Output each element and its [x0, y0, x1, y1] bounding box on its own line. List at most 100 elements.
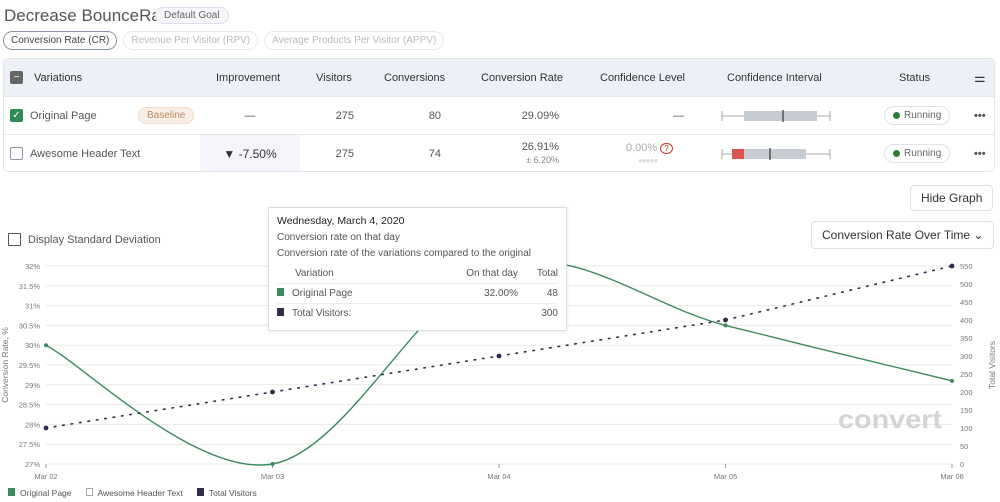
x-tick-label: Mar 02 [34, 472, 57, 481]
y2-axis-title: Total Visitors [987, 341, 997, 389]
legend-swatch-icon [196, 488, 204, 496]
chart-type-value: Conversion Rate Over Time [822, 228, 971, 242]
data-point [496, 353, 502, 359]
hide-graph-button[interactable]: Hide Graph [910, 185, 994, 211]
original-swatch-icon [277, 288, 284, 296]
col-conversions: Conversions [384, 71, 446, 84]
tab-revenue-per-visitor[interactable]: Revenue Per Visitor (RPV) [123, 31, 259, 50]
conversion-rate-margin: ± 6.20% [526, 154, 559, 165]
tooltip-date: Wednesday, March 4, 2020 [277, 215, 405, 227]
table-row: ✓ Original Page Baseline — 275 80 29.09% … [4, 96, 994, 134]
page-title: Decrease BounceRate [4, 6, 176, 25]
row-checkbox[interactable]: ✓ [10, 109, 23, 122]
baseline-badge: Baseline [138, 107, 195, 124]
variation-name: Awesome Header Text [30, 147, 141, 160]
legend-label: Original Page [20, 488, 72, 498]
confidence-interval-boxplot [721, 148, 831, 160]
data-point [949, 263, 955, 269]
y-tick-label: 30.5% [19, 321, 41, 330]
y-tick-label: 28.5% [19, 401, 41, 410]
table-header: − Variations Improvement Visitors Convers… [4, 59, 994, 96]
column-settings-icon[interactable]: ⚌ [974, 69, 986, 85]
y2-tick-label: 250 [960, 370, 973, 379]
y2-tick-label: 200 [960, 388, 973, 397]
visitors: 275 [335, 147, 354, 160]
conversion-rate: 29.09% [521, 109, 559, 122]
variations-table: − Variations Improvement Visitors Convers… [3, 58, 995, 172]
tooltip-col-total: Total [517, 264, 558, 284]
y2-tick-label: 100 [960, 424, 973, 433]
col-visitors: Visitors [316, 71, 352, 84]
col-confidence-level: Confidence Level [600, 71, 686, 84]
y2-tick-label: 50 [960, 442, 968, 451]
std-dev-toggle[interactable]: Display Standard Deviation [8, 233, 161, 246]
legend-total-visitors[interactable]: Total Visitors [196, 488, 257, 498]
table-row: Awesome Header Text ▼ -7.50% 275 74 26.9… [4, 134, 994, 171]
more-actions-button[interactable]: ••• [974, 109, 986, 122]
data-point [270, 389, 275, 395]
tab-conversion-rate[interactable]: Conversion Rate (CR) [3, 31, 118, 50]
std-dev-checkbox[interactable] [8, 233, 21, 246]
col-variations: Variations [34, 71, 83, 84]
y-tick-label: 27.5% [19, 440, 41, 449]
y-tick-label: 27% [25, 460, 40, 469]
y2-tick-label: 350 [960, 334, 973, 343]
y-tick-label: 31% [25, 302, 40, 311]
y2-tick-label: 450 [960, 298, 973, 307]
running-dot-icon [893, 112, 900, 119]
data-point [723, 323, 728, 328]
visitors: 275 [335, 109, 354, 122]
confidence-dots-icon: ●●●●● [638, 156, 658, 165]
confidence-interval-boxplot [721, 110, 831, 122]
y-tick-label: 31.5% [19, 282, 41, 291]
y2-tick-label: 150 [960, 406, 973, 415]
running-dot-icon [893, 150, 900, 157]
x-tick-label: Mar 03 [261, 472, 284, 481]
legend-swatch-icon [85, 488, 93, 496]
y2-tick-label: 500 [960, 280, 973, 289]
y-tick-label: 29% [25, 381, 40, 390]
chart-legend: Original Page Awesome Header Text Total … [8, 488, 257, 498]
help-icon[interactable]: ? [660, 143, 673, 154]
tooltip-col-variation: Variation [277, 264, 421, 284]
y-tick-label: 32% [25, 262, 40, 271]
tab-average-products-per-visitor[interactable]: Average Products Per Visitor (APPV) [264, 31, 445, 50]
chevron-down-icon: ⌄ [973, 228, 984, 242]
conversions: 74 [428, 147, 441, 160]
select-all-checkbox[interactable]: − [10, 71, 23, 84]
chart-type-select[interactable]: Conversion Rate Over Time ⌄ [811, 221, 995, 249]
legend-original-page[interactable]: Original Page [8, 488, 72, 498]
y-tick-label: 28% [25, 420, 40, 429]
improvement: ▼ -7.50% [200, 135, 300, 171]
tooltip-col-day: On that day [420, 264, 518, 284]
data-point [44, 343, 48, 348]
y2-tick-label: 550 [960, 262, 973, 271]
y2-tick-label: 400 [960, 316, 973, 325]
legend-swatch-icon [8, 488, 15, 496]
col-status: Status [899, 71, 931, 84]
tooltip-row-name: Original Page [292, 288, 353, 299]
col-conversion-rate: Conversion Rate [481, 71, 563, 84]
status-badge: Running [884, 144, 951, 163]
data-point [950, 378, 954, 383]
metric-tabs: Conversion Rate (CR) Revenue Per Visitor… [3, 31, 445, 50]
y2-tick-label: 0 [960, 460, 964, 469]
legend-label: Awesome Header Text [97, 488, 183, 498]
x-tick-label: Mar 05 [714, 472, 737, 481]
tooltip-line2: Conversion rate of the variations compar… [277, 248, 532, 259]
data-point [270, 462, 275, 466]
tooltip-line1: Conversion rate on that day [277, 232, 400, 243]
confidence-level: 0.00% [626, 142, 658, 154]
y2-tick-label: 300 [960, 352, 973, 361]
variation-name: Original Page [30, 109, 97, 122]
y-tick-label: 29.5% [19, 361, 41, 370]
legend-awesome-header-text[interactable]: Awesome Header Text [85, 488, 183, 498]
conversion-rate: 26.91% [521, 140, 559, 153]
tooltip-row-day: 32.00% [420, 283, 518, 304]
status-badge: Running [884, 106, 951, 125]
more-actions-button[interactable]: ••• [974, 147, 986, 160]
row-checkbox[interactable] [10, 147, 23, 160]
data-point [723, 317, 728, 323]
chart-tooltip: Wednesday, March 4, 2020 Conversion rate… [268, 207, 567, 331]
improvement: — [244, 109, 256, 122]
